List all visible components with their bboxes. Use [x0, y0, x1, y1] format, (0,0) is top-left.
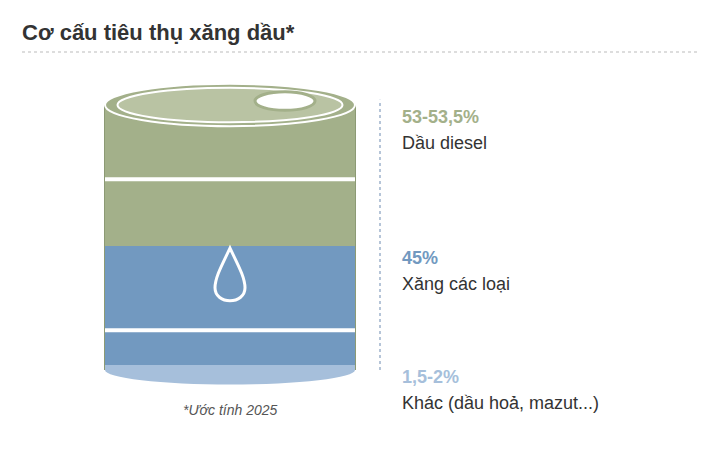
svg-text:Cơ cấu tiêu thụ xăng dầu*: Cơ cấu tiêu thụ xăng dầu*	[22, 20, 295, 45]
svg-text:Khác (dầu hoả, mazut...): Khác (dầu hoả, mazut...)	[402, 393, 599, 413]
svg-text:*Ước tính 2025: *Ước tính 2025	[183, 402, 278, 418]
svg-text:Dầu diesel: Dầu diesel	[402, 133, 487, 153]
svg-text:45%: 45%	[402, 248, 438, 268]
svg-text:53-53,5%: 53-53,5%	[402, 107, 479, 127]
svg-text:1,5-2%: 1,5-2%	[402, 367, 459, 387]
svg-text:Xăng các loại: Xăng các loại	[402, 274, 510, 294]
